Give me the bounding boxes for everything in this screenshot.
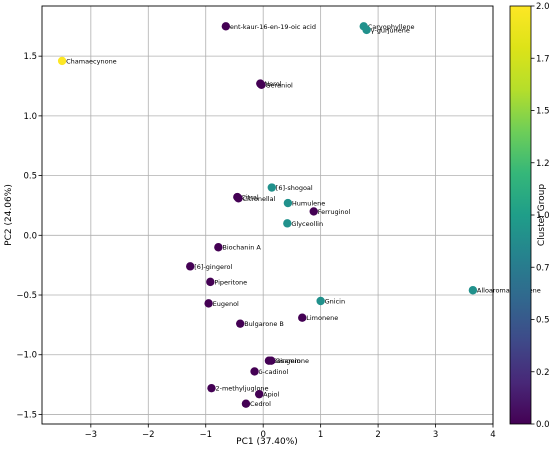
x-tick-label: −1: [199, 430, 212, 440]
data-point-label: Geraniol: [265, 81, 293, 89]
colorbar-tick-label: 0.00: [536, 420, 550, 430]
colorbar-tick-label: 1.25: [536, 159, 550, 169]
data-point: [204, 299, 213, 308]
data-point: [186, 262, 195, 271]
x-tick-label: 2: [375, 430, 380, 440]
data-point-label: Humulene: [292, 200, 325, 208]
data-point: [214, 243, 223, 252]
data-point-label: [6]-gingerol: [194, 263, 232, 271]
data-point: [254, 389, 264, 399]
data-point: [283, 219, 292, 228]
data-point: [221, 22, 231, 31]
colorbar-tick-label: 1.50: [536, 107, 550, 117]
data-point: [316, 296, 325, 306]
y-tick-label: −1.0: [16, 351, 37, 361]
data-point-label: Apiol: [263, 391, 279, 399]
data-point-label: Eugenol: [213, 300, 239, 308]
data-point-label: Alloaromadendrene: [477, 287, 541, 295]
y-axis: −1.5 −1.0 −0.5 0.0 0.5 1.0 1.5: [16, 52, 42, 420]
data-point: [57, 56, 67, 66]
data-point: [267, 356, 276, 365]
colorbar-tick-label: 0.75: [536, 263, 550, 273]
data-point-label: 2-methyljuglone: [215, 385, 268, 393]
y-tick-label: −0.5: [16, 291, 37, 301]
data-point-label: Piperitone: [214, 278, 247, 286]
data-point: [250, 367, 259, 376]
data-point-label: [6]-shogoal: [276, 184, 313, 192]
y-tick-label: 0.0: [23, 231, 37, 241]
data-point-label: Biochanin A: [222, 244, 261, 252]
y-tick-label: 1.5: [23, 52, 37, 62]
data-point-label: δ-cadinol: [259, 368, 289, 376]
x-tick-label: 3: [433, 430, 438, 440]
data-point: [234, 194, 243, 203]
data-point-label: Gnicin: [325, 297, 345, 305]
x-axis: −3 −2 −1 0 1 2 3 4: [85, 424, 496, 440]
colorbar-tick-label: 2.00: [536, 2, 550, 12]
data-point: [267, 183, 277, 192]
y-axis-label: PC2 (24.06%): [4, 184, 14, 246]
data-point-label: γ-gurjunene: [371, 26, 410, 34]
colorbar-tick-label: 0.25: [536, 368, 550, 378]
data-point: [236, 319, 245, 328]
data-point: [298, 313, 307, 322]
x-tick-label: −2: [142, 430, 155, 440]
data-point-label: Sesamin: [273, 357, 301, 365]
data-point-label: Citronellal: [242, 195, 275, 203]
colorbar-tick-label: 1.00: [536, 211, 550, 221]
colorbar-ticks: 0.00 0.25 0.50 0.75 1.00 1.25 1.50 1.75 2.00: [531, 2, 550, 430]
data-point: [362, 25, 371, 35]
data-point-label: Cedrol: [250, 400, 271, 408]
data-point: [207, 383, 216, 393]
y-tick-label: −1.5: [16, 410, 37, 420]
data-point: [309, 207, 318, 216]
data-point-label: Glyceollin: [291, 220, 323, 228]
data-point-label: Limonene: [306, 314, 338, 322]
x-axis-label: PC1 (37.40%): [236, 437, 298, 447]
grid-lines: [42, 6, 494, 424]
data-point: [257, 80, 266, 90]
y-tick-label: 1.0: [23, 112, 37, 122]
x-tick-label: 0: [260, 430, 265, 440]
data-point-label: ent-kaur-16-en-19-oic acid: [230, 23, 316, 31]
x-tick-label: 1: [318, 430, 323, 440]
colorbar-label: Cluster Group: [537, 184, 547, 246]
data-points: ent-kaur-16-en-19-oic acid Caryophylleneγ…: [57, 22, 541, 408]
colorbar-tick-label: 1.75: [536, 54, 550, 64]
y-tick-label: 0.5: [23, 172, 37, 182]
colorbar: [509, 5, 532, 425]
data-point-label: Citral: [241, 194, 259, 202]
data-point: [241, 399, 251, 408]
colorbar-tick-label: 0.50: [536, 316, 550, 326]
data-point-label: Nerol: [264, 80, 281, 88]
data-point-label: Ferruginol: [318, 208, 351, 216]
data-point: [206, 277, 215, 287]
plot-area-frame: [41, 5, 494, 425]
data-point-label: Gingerone: [275, 357, 309, 365]
x-tick-label: −3: [85, 430, 98, 440]
data-point: [283, 198, 293, 208]
x-tick-label: 4: [490, 430, 495, 440]
data-point-label: Bulgarone B: [244, 320, 284, 328]
data-point: [468, 286, 478, 295]
data-point-label: Caryophyllene: [368, 23, 415, 31]
data-point-label: Chamaecynone: [66, 57, 117, 65]
